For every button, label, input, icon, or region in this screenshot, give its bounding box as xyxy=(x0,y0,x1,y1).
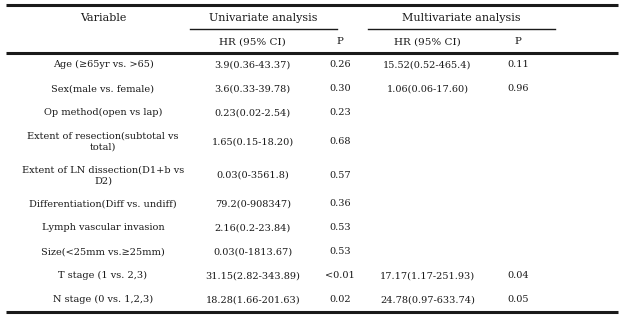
Text: 0.03(0-3561.8): 0.03(0-3561.8) xyxy=(217,171,289,180)
Text: Op method(open vs lap): Op method(open vs lap) xyxy=(44,108,162,117)
Text: 0.53: 0.53 xyxy=(329,223,351,232)
Text: T stage (1 vs. 2,3): T stage (1 vs. 2,3) xyxy=(59,271,147,280)
Text: 2.16(0.2-23.84): 2.16(0.2-23.84) xyxy=(215,223,291,232)
Text: 31.15(2.82-343.89): 31.15(2.82-343.89) xyxy=(205,271,300,280)
Text: Variable: Variable xyxy=(80,13,126,23)
Text: 1.06(0.06-17.60): 1.06(0.06-17.60) xyxy=(386,84,469,93)
Text: 17.17(1.17-251.93): 17.17(1.17-251.93) xyxy=(380,271,475,280)
Text: 1.65(0.15-18.20): 1.65(0.15-18.20) xyxy=(212,137,294,146)
Text: 0.26: 0.26 xyxy=(329,60,351,69)
Text: 0.05: 0.05 xyxy=(507,295,529,304)
Text: Sex(male vs. female): Sex(male vs. female) xyxy=(51,84,155,93)
Text: 3.6(0.33-39.78): 3.6(0.33-39.78) xyxy=(215,84,291,93)
Text: <0.01: <0.01 xyxy=(325,271,355,280)
Text: P: P xyxy=(336,38,344,46)
Text: 24.78(0.97-633.74): 24.78(0.97-633.74) xyxy=(380,295,475,304)
Text: Lymph vascular invasion: Lymph vascular invasion xyxy=(42,223,164,232)
Text: HR (95% CI): HR (95% CI) xyxy=(394,38,461,46)
Text: Differentiation(Diff vs. undiff): Differentiation(Diff vs. undiff) xyxy=(29,199,177,208)
Text: 0.30: 0.30 xyxy=(329,84,351,93)
Text: 0.36: 0.36 xyxy=(329,199,351,208)
Text: 0.53: 0.53 xyxy=(329,247,351,256)
Text: 0.11: 0.11 xyxy=(507,60,529,69)
Text: 0.02: 0.02 xyxy=(329,295,351,304)
Text: Extent of resection(subtotal vs
total): Extent of resection(subtotal vs total) xyxy=(27,132,178,152)
Text: P: P xyxy=(514,38,522,46)
Text: 0.68: 0.68 xyxy=(329,137,351,146)
Text: 0.96: 0.96 xyxy=(507,84,529,93)
Text: 3.9(0.36-43.37): 3.9(0.36-43.37) xyxy=(215,60,291,69)
Text: 0.57: 0.57 xyxy=(329,171,351,180)
Text: 79.2(0-908347): 79.2(0-908347) xyxy=(215,199,291,208)
Text: Univariate analysis: Univariate analysis xyxy=(210,13,318,23)
Text: Age (≥65yr vs. >65): Age (≥65yr vs. >65) xyxy=(52,60,154,69)
Text: 15.52(0.52-465.4): 15.52(0.52-465.4) xyxy=(383,60,472,69)
Text: 0.23: 0.23 xyxy=(329,108,351,117)
Text: 18.28(1.66-201.63): 18.28(1.66-201.63) xyxy=(205,295,300,304)
Text: 0.03(0-1813.67): 0.03(0-1813.67) xyxy=(213,247,292,256)
Text: N stage (0 vs. 1,2,3): N stage (0 vs. 1,2,3) xyxy=(53,295,153,304)
Text: 0.04: 0.04 xyxy=(507,271,529,280)
Text: 0.23(0.02-2.54): 0.23(0.02-2.54) xyxy=(215,108,291,117)
Text: HR (95% CI): HR (95% CI) xyxy=(220,38,286,46)
Text: Extent of LN dissection(D1+b vs
D2): Extent of LN dissection(D1+b vs D2) xyxy=(22,165,184,185)
Text: Size(<25mm vs.≥25mm): Size(<25mm vs.≥25mm) xyxy=(41,247,165,256)
Text: Multivariate analysis: Multivariate analysis xyxy=(402,13,521,23)
